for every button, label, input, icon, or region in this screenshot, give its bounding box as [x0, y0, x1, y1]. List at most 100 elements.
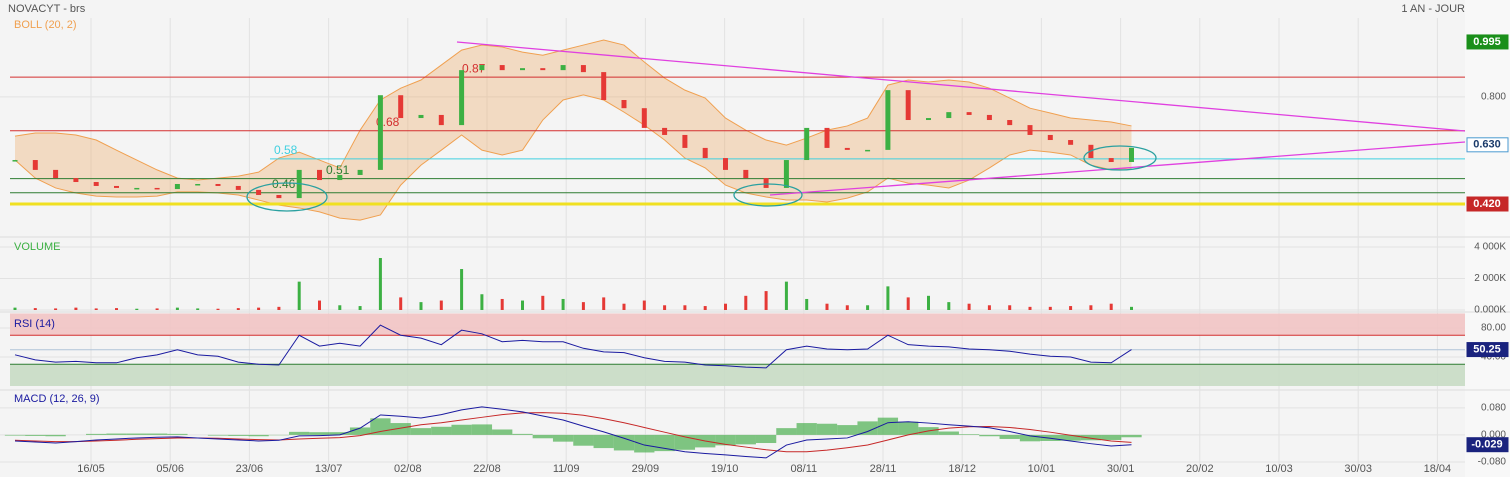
- candle: [53, 169, 59, 179]
- macd-histogram: [958, 434, 980, 435]
- macd-histogram: [410, 428, 432, 435]
- volume-bar: [1048, 306, 1052, 310]
- volume-bar: [1069, 306, 1073, 310]
- level-label: 0.51: [326, 163, 350, 177]
- value-box-label: -0.029: [1471, 439, 1502, 451]
- volume-bar: [155, 308, 159, 310]
- volume-bar: [399, 297, 403, 310]
- volume-bar: [744, 295, 748, 310]
- value-box-label: 0.630: [1473, 139, 1501, 151]
- volume-bar: [358, 306, 362, 310]
- candle: [377, 95, 383, 170]
- volume-bar: [602, 297, 606, 310]
- x-tick-label: 22/08: [473, 463, 501, 475]
- macd-histogram: [1121, 434, 1142, 438]
- volume-bar: [378, 258, 382, 310]
- volume-bar: [1089, 305, 1093, 310]
- candle: [560, 65, 566, 71]
- highlight-ellipse: [733, 183, 803, 207]
- candle: [1047, 134, 1053, 141]
- macd-histogram: [613, 434, 635, 451]
- period-label: 1 AN - JOUR: [1401, 3, 1465, 15]
- macd-line: [14, 406, 1132, 459]
- volume-bar: [74, 307, 78, 310]
- volume-bar: [927, 295, 930, 310]
- macd-histogram: [715, 434, 736, 446]
- value-box: [1466, 137, 1509, 153]
- candle: [865, 149, 871, 152]
- volume-bar: [947, 302, 951, 310]
- macd-histogram: [999, 434, 1020, 439]
- candle: [32, 160, 38, 170]
- x-tick-label: 05/06: [156, 463, 184, 475]
- candle: [1027, 125, 1033, 135]
- x-tick-label: 10/01: [1028, 463, 1056, 475]
- candle: [723, 158, 728, 170]
- value-box-label: 50.25: [1473, 343, 1501, 355]
- macd-histogram: [349, 427, 371, 435]
- trendline: [769, 141, 1466, 196]
- boll-lower: [14, 94, 1132, 221]
- x-tick-label: 30/01: [1107, 463, 1135, 475]
- chart-title: NOVACYT - brs: [8, 3, 86, 15]
- value-box: [1466, 437, 1509, 453]
- volume-bar: [642, 300, 646, 310]
- boll-upper: [14, 39, 1132, 181]
- y-tick-label: 2 000K: [1474, 273, 1506, 284]
- overbought-band: [10, 313, 1465, 336]
- candle: [926, 118, 931, 121]
- macd-histogram: [755, 434, 777, 444]
- volume-bar: [338, 305, 342, 310]
- candle: [499, 65, 505, 71]
- layer: 16/05 05/06 23/06 13/07 02/08 22/08 11/09 29/09…: [0, 18, 1510, 475]
- macd-histogram: [86, 433, 107, 435]
- candle: [763, 178, 769, 188]
- candle: [662, 127, 668, 135]
- macd-histogram: [207, 434, 229, 436]
- x-tick-label: 29/09: [632, 463, 660, 475]
- volume-bar: [277, 306, 281, 310]
- volume-bar: [764, 291, 768, 310]
- macd-histogram: [25, 434, 46, 436]
- macd-histogram: [573, 434, 594, 446]
- candle: [418, 114, 424, 119]
- candle: [540, 68, 546, 71]
- volume-bar: [1028, 306, 1032, 310]
- volume-bar: [561, 298, 565, 310]
- macd-histogram: [532, 434, 553, 439]
- candle: [946, 112, 952, 119]
- volume-bar: [581, 302, 585, 310]
- macd-histogram: [106, 433, 127, 435]
- macd-histogram: [776, 428, 797, 435]
- level-label: 0.46: [272, 177, 296, 191]
- candle: [337, 174, 343, 181]
- macd-histogram: [248, 434, 269, 437]
- volume-bar: [967, 303, 971, 310]
- macd-histogram: [1019, 434, 1041, 442]
- volume-bar: [866, 305, 870, 310]
- candle: [174, 183, 180, 190]
- y-tick-label: 4 000K: [1474, 242, 1506, 253]
- candle: [804, 127, 810, 161]
- candle: [195, 183, 201, 186]
- candle: [621, 100, 627, 109]
- macd-histogram: [309, 432, 330, 435]
- value-box-label: 0.995: [1473, 36, 1501, 48]
- x-tick-label: 02/08: [394, 463, 422, 475]
- volume-bar: [724, 303, 727, 310]
- macd-histogram: [816, 423, 838, 435]
- volume-bar: [825, 303, 829, 310]
- macd-histogram: [593, 434, 614, 449]
- macd-histogram: [370, 418, 391, 435]
- macd-histogram: [289, 431, 310, 435]
- candle: [1129, 147, 1134, 163]
- y-tick-label: 0.000K: [1474, 305, 1506, 316]
- candle: [398, 95, 404, 119]
- candle: [1068, 140, 1074, 145]
- candle: [1108, 158, 1114, 163]
- macd-histogram: [654, 434, 675, 452]
- volume-bar: [663, 305, 667, 310]
- x-tick-label: 30/03: [1344, 463, 1372, 475]
- level-label: 0.58: [274, 143, 298, 157]
